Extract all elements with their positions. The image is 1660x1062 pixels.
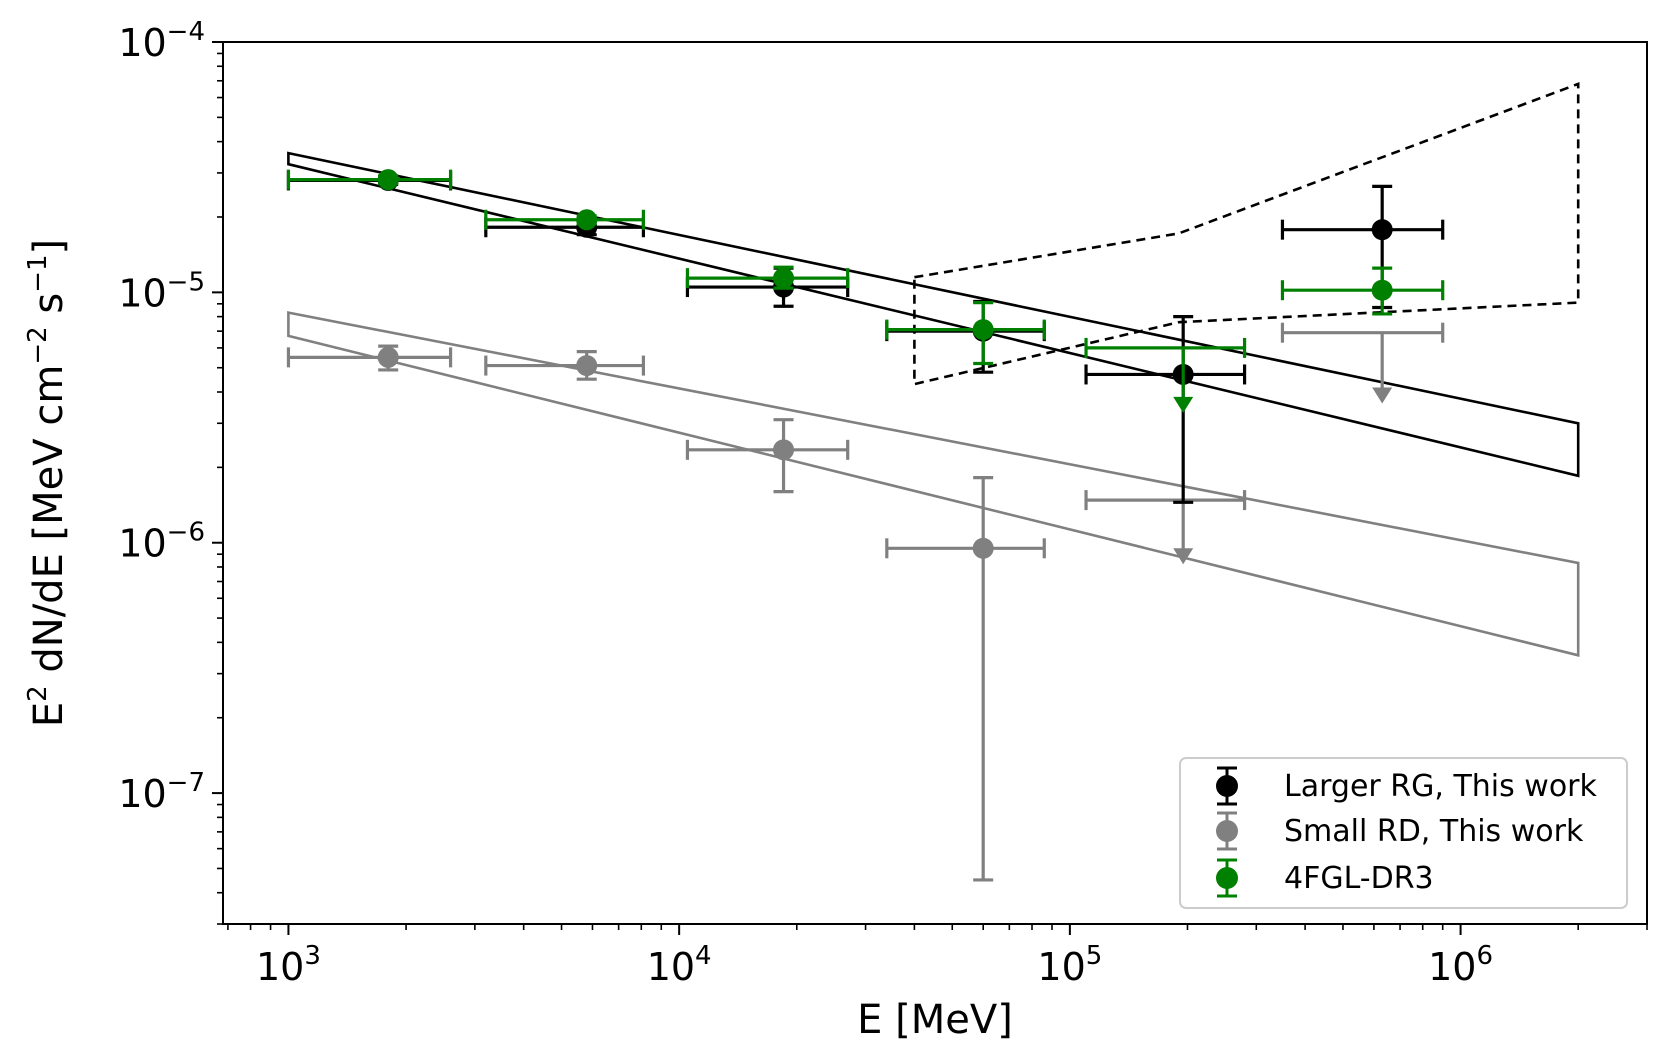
marker-4fgl-0 xyxy=(377,169,399,191)
data-points xyxy=(286,169,1445,882)
legend: Larger RG, This work Small RD, This work… xyxy=(1179,757,1628,909)
x-tick-label-0: 103 xyxy=(256,941,321,989)
marker-small-1 xyxy=(576,355,598,377)
point-small-5 xyxy=(1280,322,1445,404)
marker-small-0 xyxy=(377,346,399,368)
x-tick-label-2: 105 xyxy=(1037,941,1102,989)
legend-entry-4fgl: 4FGL-DR3 xyxy=(1216,858,1434,898)
y-axis-label: E2 dN/dE [MeV cm−2 s−1] xyxy=(23,239,72,727)
larger-band xyxy=(287,151,1580,478)
marker-4fgl-2 xyxy=(773,267,795,289)
marker-4fgl-1 xyxy=(576,209,598,231)
marker-small-3 xyxy=(972,537,994,559)
point-small-3 xyxy=(885,476,1046,882)
legend-label-small: Small RD, This work xyxy=(1284,814,1584,849)
point-4fgl-0 xyxy=(286,169,453,191)
point-4fgl-4 xyxy=(1084,337,1247,413)
ul-arrow-4fgl-4 xyxy=(1173,396,1194,413)
ul-arrow-small-5 xyxy=(1372,387,1393,404)
ul-arrow-small-4 xyxy=(1173,548,1194,565)
x-axis-label: E [MeV] xyxy=(857,997,1013,1043)
y-tick-label-1: 10−6 xyxy=(118,518,205,566)
legend-label-4fgl: 4FGL-DR3 xyxy=(1284,861,1434,896)
model-bands xyxy=(287,82,1580,657)
legend-label-larger: Larger RG, This work xyxy=(1284,769,1598,804)
point-4fgl-3 xyxy=(885,301,1046,366)
point-small-2 xyxy=(685,418,850,494)
marker-small-2 xyxy=(773,439,795,461)
point-4fgl-5 xyxy=(1280,266,1445,316)
y-tick-label-3: 10−4 xyxy=(118,17,205,65)
small-band xyxy=(287,311,1580,657)
x-tick-label-1: 104 xyxy=(647,941,712,989)
point-larger-4 xyxy=(1084,315,1247,504)
legend-entry-small: Small RD, This work xyxy=(1216,811,1584,851)
axis-ticks: 103 104 105 106 10−7 10−6 10−5 10−4 xyxy=(118,17,1648,989)
plot-area-frame xyxy=(222,41,1648,925)
y-tick-label-2: 10−5 xyxy=(118,267,205,315)
point-small-4 xyxy=(1084,490,1247,565)
point-small-0 xyxy=(286,344,453,372)
y-tick-label-0: 10−7 xyxy=(118,768,205,816)
legend-marker-small xyxy=(1216,820,1238,842)
legend-marker-4fgl xyxy=(1216,867,1238,889)
legend-marker-larger xyxy=(1216,775,1238,797)
marker-larger-5 xyxy=(1371,219,1393,241)
legend-box xyxy=(1179,757,1628,909)
point-4fgl-2 xyxy=(685,265,850,290)
point-small-1 xyxy=(484,349,645,381)
marker-4fgl-5 xyxy=(1371,279,1393,301)
marker-4fgl-3 xyxy=(972,319,994,341)
point-4fgl-1 xyxy=(484,209,645,231)
legend-entry-larger: Larger RG, This work xyxy=(1216,766,1598,806)
point-larger-3 xyxy=(885,299,1046,374)
x-tick-label-3: 106 xyxy=(1428,941,1493,989)
point-larger-2 xyxy=(685,266,850,308)
